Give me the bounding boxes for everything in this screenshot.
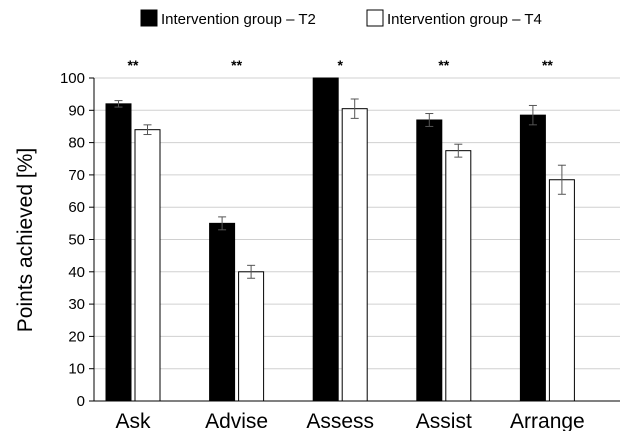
bar-t2: [519, 114, 546, 402]
bar-t2: [209, 222, 236, 402]
axes: 0 10 20 30 40 50 60 70 80 90 100: [60, 70, 620, 410]
legend-swatch-t2: [140, 9, 158, 27]
error-bar: [454, 143, 463, 158]
y-tick-label: 40: [68, 264, 85, 281]
y-tick-label: 30: [68, 296, 85, 313]
error-bar: [425, 113, 434, 127]
y-tick-label: 70: [68, 167, 85, 184]
error-bar: [557, 164, 566, 195]
y-tick-label: 20: [68, 328, 85, 345]
legend-item: Intervention group – T2: [140, 9, 316, 28]
y-axis-title: Points achieved [%]: [14, 148, 37, 332]
legend-item: Intervention group – T4: [366, 9, 542, 28]
x-category-label: Advise: [205, 410, 268, 431]
significance-label: *: [337, 57, 343, 73]
x-category-label: Assist: [416, 410, 472, 431]
y-tick-label: 90: [68, 102, 85, 119]
significance-label: **: [542, 57, 553, 73]
y-tick-label: 50: [68, 232, 85, 249]
labels: Ask ** Advise ** Assess * Assist ** Arrange **: [115, 57, 584, 431]
error-bar: [114, 100, 123, 108]
legend-label: Intervention group – T2: [161, 11, 316, 28]
error-bar: [528, 104, 537, 126]
bar-t4: [548, 179, 575, 402]
y-tick-label: 100: [60, 70, 85, 87]
bar-t2: [416, 119, 443, 402]
error-bar: [247, 264, 256, 279]
y-tick-label: 80: [68, 135, 85, 152]
y-tick-label: 60: [68, 199, 85, 216]
legend: Intervention group – T2 Intervention grou…: [140, 9, 542, 28]
y-tick-label: 0: [77, 393, 85, 410]
bar-t4: [445, 150, 472, 402]
bar-t2: [105, 103, 132, 402]
y-tick-label: 10: [68, 361, 85, 378]
legend-label: Intervention group – T4: [387, 11, 542, 28]
significance-label: **: [128, 57, 139, 73]
error-bar: [218, 216, 227, 231]
significance-label: **: [438, 57, 449, 73]
bar-t4: [238, 271, 265, 402]
x-category-label: Assess: [306, 410, 374, 431]
significance-label: **: [231, 57, 242, 73]
x-category-label: Ask: [115, 410, 151, 431]
bar-t4: [341, 108, 368, 402]
bars: [105, 77, 575, 402]
error-bar: [350, 98, 359, 119]
bar-t4: [134, 129, 161, 402]
x-category-label: Arrange: [510, 410, 585, 431]
error-bar: [143, 124, 152, 136]
legend-swatch-t4: [366, 9, 384, 27]
bar-t2: [312, 77, 339, 402]
